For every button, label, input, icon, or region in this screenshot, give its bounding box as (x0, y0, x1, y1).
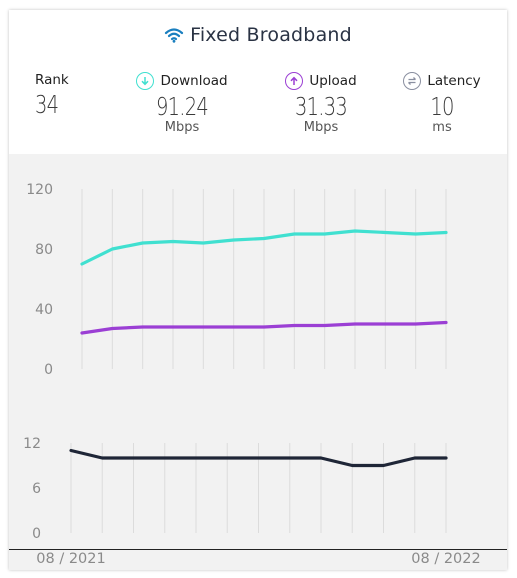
card-title: Fixed Broadband (9, 24, 507, 46)
latency-chart: 0 6 12 08 / 2021 08 / 2022 (23, 436, 481, 567)
y-tick-label: 12 (23, 436, 41, 452)
upload-unit: Mbps (303, 120, 339, 135)
y-tick-label: 80 (35, 242, 53, 258)
speed-chart: 0 40 80 120 (26, 182, 448, 378)
rank-label: Rank (35, 72, 69, 88)
latency-stat: Latency 10 ms (387, 72, 497, 135)
latency-arrows-icon (403, 72, 422, 90)
wifi-icon (164, 28, 184, 43)
upload-arrow-icon (285, 72, 304, 90)
upload-value: 31.33 (295, 92, 348, 121)
chart-area: 0 40 80 120 0 6 12 08 / 2021 08 / 2022 (9, 154, 507, 570)
x-tick-label: 08 / 2021 (36, 551, 105, 567)
rank-stat: Rank 34 (35, 72, 91, 120)
upload-label: Upload (309, 73, 357, 89)
download-value: 91.24 (156, 92, 209, 121)
y-tick-label: 120 (26, 182, 53, 198)
y-tick-label: 0 (32, 526, 41, 542)
y-tick-label: 0 (44, 362, 53, 378)
y-tick-label: 6 (32, 481, 41, 497)
latency-value: 10 (430, 92, 454, 121)
latency-unit: ms (432, 120, 452, 135)
download-arrow-icon (136, 72, 155, 90)
chart-divider (9, 549, 507, 550)
title-text: Fixed Broadband (190, 24, 352, 46)
download-unit: Mbps (164, 120, 200, 135)
latency-label: Latency (427, 73, 481, 89)
y-tick-label: 40 (35, 302, 53, 318)
broadband-card: Fixed Broadband Rank 34 Download 91.24 M… (9, 10, 507, 570)
download-label: Download (160, 73, 228, 89)
rank-value: 34 (35, 90, 59, 119)
x-tick-label: 08 / 2022 (411, 551, 480, 567)
upload-stat: Upload 31.33 Mbps (266, 72, 376, 135)
download-stat: Download 91.24 Mbps (127, 72, 237, 135)
